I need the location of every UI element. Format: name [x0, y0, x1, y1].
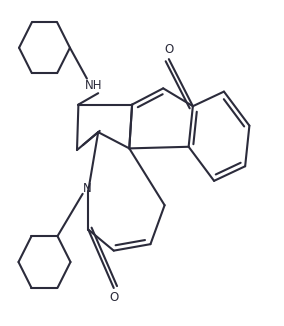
Text: NH: NH: [85, 79, 103, 92]
Text: N: N: [83, 183, 91, 196]
Text: O: O: [109, 291, 118, 304]
Text: O: O: [164, 43, 174, 56]
